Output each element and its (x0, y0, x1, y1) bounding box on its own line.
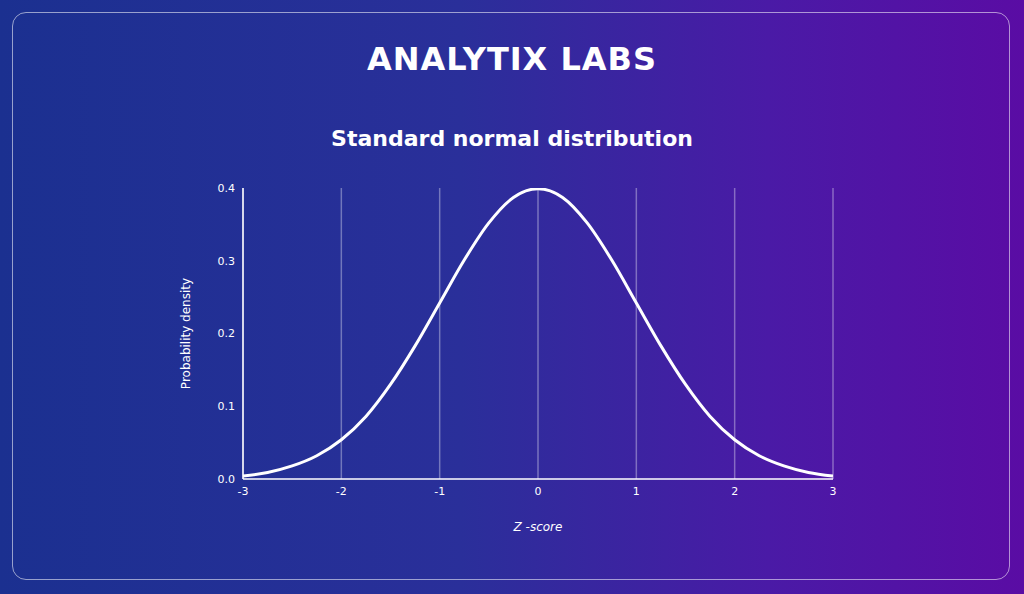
svg-text:2: 2 (731, 485, 738, 498)
svg-text:Z -score: Z -score (513, 520, 563, 534)
svg-text:0.3: 0.3 (218, 255, 236, 268)
svg-text:0.2: 0.2 (218, 327, 236, 340)
html-text:Standard normal distribution: Standard normal distribution (331, 126, 693, 151)
svg-text:1: 1 (633, 485, 640, 498)
svg-text:0.1: 0.1 (218, 400, 236, 413)
svg-text:-2: -2 (336, 485, 347, 498)
svg-text:-3: -3 (238, 485, 249, 498)
svg-text:-1: -1 (434, 485, 445, 498)
svg-text:0: 0 (535, 485, 542, 498)
svg-text:0.4: 0.4 (218, 182, 236, 195)
html-text:ANALYTIX LABS: ANALYTIX LABS (367, 40, 657, 78)
svg-text:Probability density: Probability density (179, 278, 193, 389)
svg-text:3: 3 (830, 485, 837, 498)
svg-text:0.0: 0.0 (218, 473, 236, 486)
